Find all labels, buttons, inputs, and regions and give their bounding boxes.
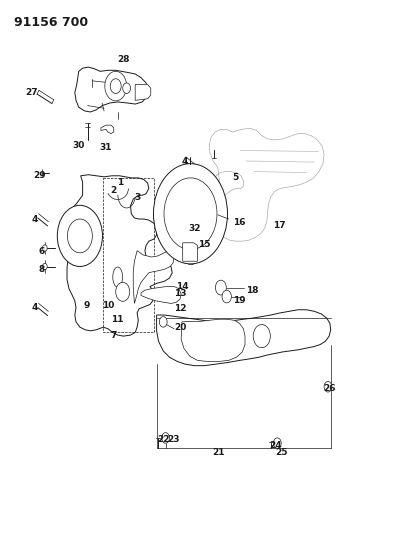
Text: 22: 22 bbox=[157, 435, 169, 444]
Circle shape bbox=[253, 325, 270, 348]
Polygon shape bbox=[181, 319, 245, 361]
Text: 1: 1 bbox=[117, 177, 124, 187]
Circle shape bbox=[162, 433, 169, 443]
Circle shape bbox=[159, 317, 167, 327]
Circle shape bbox=[164, 178, 217, 249]
Text: 6: 6 bbox=[39, 247, 45, 256]
Text: 21: 21 bbox=[213, 448, 225, 457]
Polygon shape bbox=[209, 128, 324, 241]
Text: 4: 4 bbox=[32, 303, 38, 312]
Text: 2: 2 bbox=[110, 186, 116, 195]
Text: 9: 9 bbox=[83, 301, 90, 310]
Polygon shape bbox=[75, 67, 148, 112]
Text: 20: 20 bbox=[174, 322, 186, 332]
Text: 30: 30 bbox=[73, 141, 85, 150]
Polygon shape bbox=[133, 251, 174, 303]
Circle shape bbox=[154, 164, 228, 264]
Text: 13: 13 bbox=[174, 289, 186, 298]
Text: 18: 18 bbox=[246, 286, 258, 295]
Circle shape bbox=[68, 219, 92, 253]
Circle shape bbox=[43, 263, 47, 270]
Circle shape bbox=[215, 280, 226, 295]
Polygon shape bbox=[156, 310, 331, 366]
Text: 8: 8 bbox=[39, 265, 45, 273]
Circle shape bbox=[222, 290, 231, 303]
Circle shape bbox=[324, 382, 332, 392]
Circle shape bbox=[116, 282, 130, 301]
Text: 25: 25 bbox=[275, 448, 288, 457]
Circle shape bbox=[105, 71, 127, 101]
Text: 31: 31 bbox=[100, 143, 112, 152]
Circle shape bbox=[57, 205, 102, 266]
Text: 24: 24 bbox=[269, 441, 282, 450]
Polygon shape bbox=[135, 85, 151, 100]
Text: 7: 7 bbox=[111, 330, 117, 340]
Text: 10: 10 bbox=[103, 301, 115, 310]
Text: 91156 700: 91156 700 bbox=[15, 16, 88, 29]
Polygon shape bbox=[183, 243, 198, 261]
Text: 5: 5 bbox=[233, 173, 239, 182]
Text: 17: 17 bbox=[273, 221, 286, 230]
Circle shape bbox=[273, 438, 281, 448]
Text: 12: 12 bbox=[174, 304, 186, 313]
Text: 11: 11 bbox=[111, 315, 124, 324]
Text: 23: 23 bbox=[167, 435, 180, 444]
Text: 14: 14 bbox=[177, 282, 189, 291]
Text: 27: 27 bbox=[26, 88, 38, 97]
Text: 15: 15 bbox=[198, 240, 211, 249]
Circle shape bbox=[43, 245, 47, 251]
Text: 4: 4 bbox=[182, 157, 188, 166]
Text: 28: 28 bbox=[117, 55, 130, 64]
Text: 29: 29 bbox=[34, 171, 46, 180]
Text: 26: 26 bbox=[323, 384, 335, 393]
Polygon shape bbox=[141, 287, 181, 303]
Text: 19: 19 bbox=[233, 296, 246, 305]
Circle shape bbox=[110, 79, 121, 93]
Circle shape bbox=[123, 83, 130, 93]
Text: 4: 4 bbox=[32, 214, 38, 223]
Text: 16: 16 bbox=[233, 218, 246, 227]
Polygon shape bbox=[101, 125, 114, 134]
Text: 3: 3 bbox=[134, 193, 140, 202]
Polygon shape bbox=[67, 175, 172, 336]
Text: 32: 32 bbox=[188, 224, 201, 233]
